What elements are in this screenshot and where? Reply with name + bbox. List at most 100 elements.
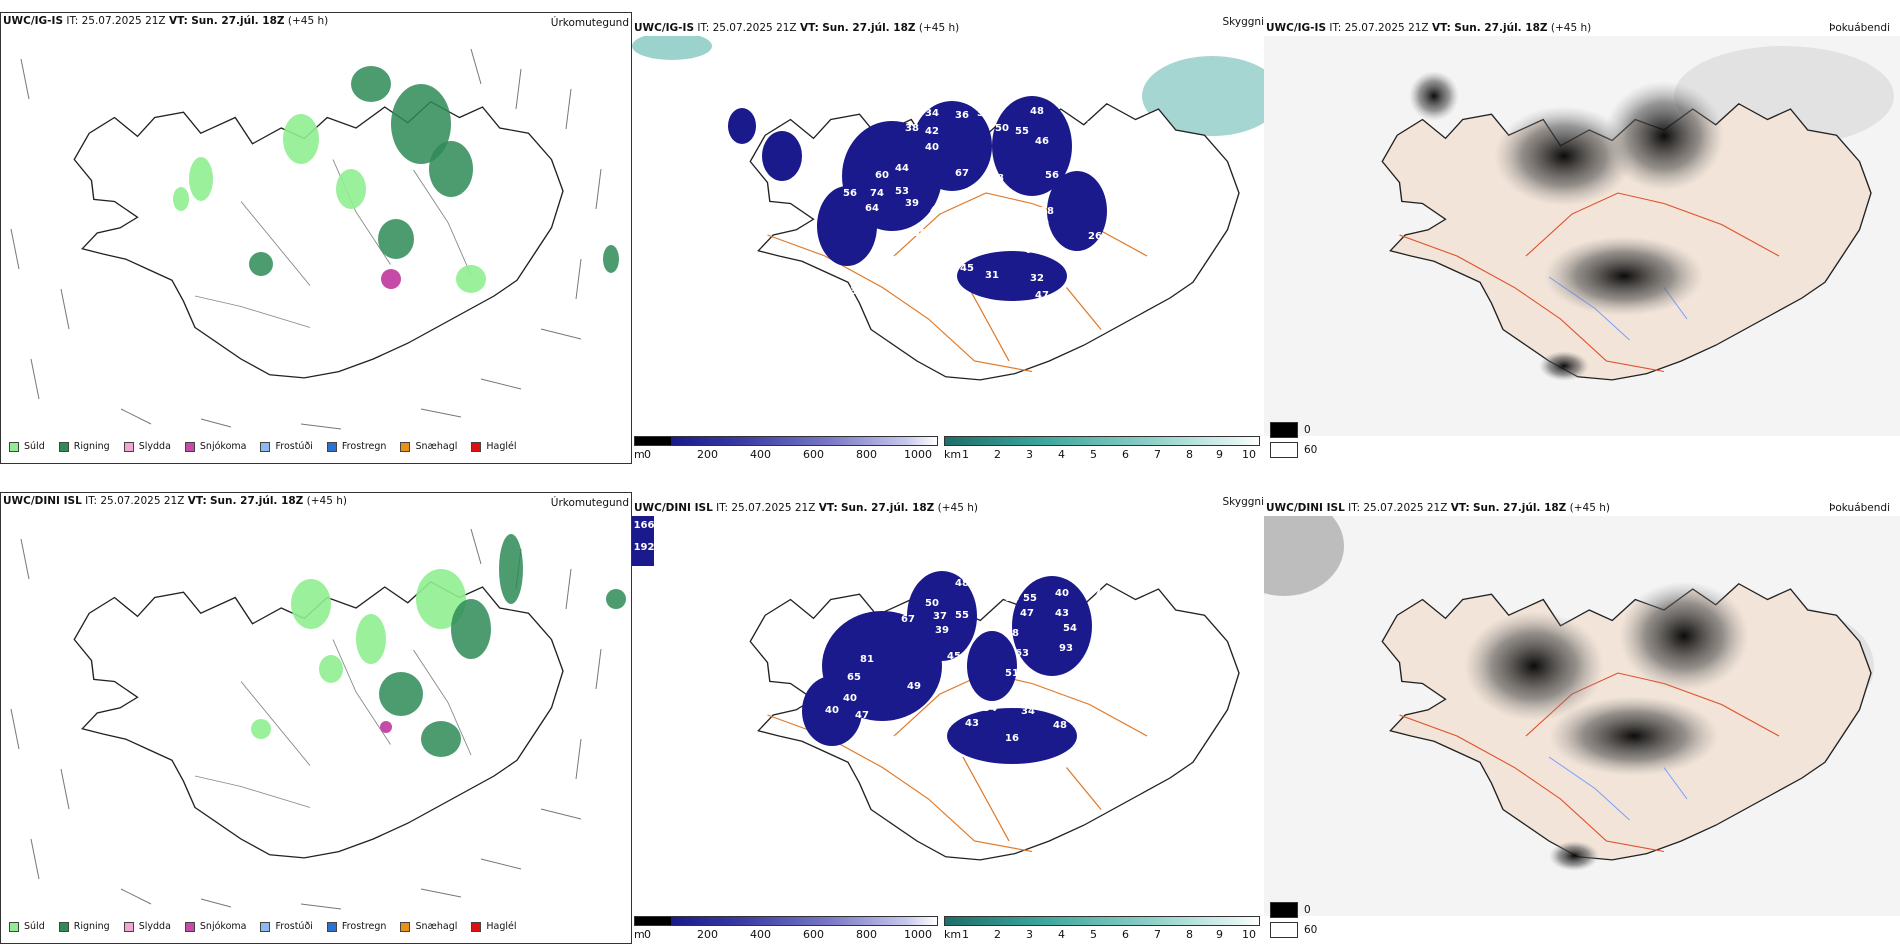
cloud-base-label-positions: 166 192 50 48 45 55 54 37 39 55 47 40 77… (634, 520, 1101, 744)
visibility-tick: 10 (1242, 928, 1256, 941)
legend-hail: Haglél (471, 441, 517, 452)
cloud-base-label: 49 (922, 273, 936, 284)
cloud-base-label: 70 (1035, 218, 1049, 229)
legend-freezing-drizzle: Frostúði (260, 921, 313, 932)
cloud-base-label: 43 (965, 718, 979, 729)
legend-freezing-drizzle: Frostúði (260, 441, 313, 452)
visibility-tick: 9 (1216, 448, 1223, 461)
cloud-base-unit: m (634, 928, 645, 941)
legend-snow: Snjókoma (184, 921, 246, 932)
cloud-base-label: 51 (990, 223, 1004, 234)
visibility-tick: 6 (1122, 928, 1129, 941)
cloud-base-label: 42 (925, 126, 939, 137)
visibility-tick: 7 (1154, 448, 1161, 461)
panel-header: UWC/DINI ISL IT: 25.07.2025 21Z VT: Sun.… (3, 495, 348, 507)
cloud-base-label: 47 (1020, 608, 1034, 619)
cloud-base-label: 40 (1075, 153, 1089, 164)
precip-panel-row2: UWC/DINI ISL IT: 25.07.2025 21Z VT: Sun.… (0, 492, 632, 944)
cloud-base-label: 50 (925, 256, 939, 267)
cloud-base-label: 74 (870, 188, 884, 199)
visibility-tick: 10 (1242, 448, 1256, 461)
cloud-base-label: 39 (935, 625, 949, 636)
cloud-base-label: 63 (947, 223, 961, 234)
visibility-tick: 6 (1122, 448, 1129, 461)
visibility-panel-row2: UWC/DINI ISL IT: 25.07.2025 21Z VT: Sun.… (632, 492, 1264, 944)
precip-map (10, 528, 626, 910)
fog-map (1264, 516, 1900, 916)
visibility-tick: 3 (1026, 448, 1033, 461)
cloud-base-tick: 200 (697, 448, 718, 461)
cloud-base-colorbar (634, 436, 938, 446)
cloud-base-tick: 1000 (904, 448, 932, 461)
precip-blobs (251, 534, 626, 757)
cloud-base-label: 04 (907, 262, 921, 273)
cloud-base-label: 48 (955, 578, 969, 589)
cloud-base-tick: 200 (697, 928, 718, 941)
panel-header: UWC/IG-IS IT: 25.07.2025 21Z VT: Sun. 27… (3, 15, 329, 27)
cloud-base-label: 43 (1055, 608, 1069, 619)
fog-legend-max-swatch (1270, 422, 1298, 438)
cloud-base-label: 39 (905, 198, 919, 209)
legend-sleet: Slydda (123, 921, 171, 932)
panel-title: Skyggni (1222, 496, 1265, 508)
cloud-base-tick: 600 (803, 448, 824, 461)
visibility-tick: 8 (1186, 928, 1193, 941)
cloud-base-label: 50 (925, 598, 939, 609)
cloud-base-label: 34 (895, 256, 909, 267)
cloud-base-label: 44 (895, 163, 909, 174)
cloud-base-label: 40 (825, 705, 839, 716)
panel-title: Þokuábendi (1829, 502, 1890, 514)
fog-legend-max-swatch (1270, 902, 1298, 918)
panel-title: Úrkomutegund (550, 497, 629, 509)
cloud-base-label: 54 (1063, 623, 1077, 634)
cloud-base-label: 67 (901, 614, 915, 625)
legend-freezing-rain: Frostregn (326, 921, 386, 932)
cloud-base-label: 32 (1030, 273, 1044, 284)
visibility-colorbar (944, 436, 1260, 446)
visibility-map: 166 192 50 48 45 55 54 37 39 55 47 40 77… (632, 516, 1240, 861)
cloud-base-label: 41 (1083, 276, 1097, 287)
cloud-base-label: 41 (955, 700, 969, 711)
legend-freezing-rain: Frostregn (326, 441, 386, 452)
legend-rain: Rigning (58, 441, 110, 452)
legend-sleet: Slydda (123, 441, 171, 452)
cloud-base-label: 192 (634, 542, 655, 553)
cloud-base-label: 55 (805, 188, 819, 199)
panel-header: UWC/IG-IS IT: 25.07.2025 21Z VT: Sun. 27… (634, 22, 960, 34)
cloud-base-label: 41 (1075, 704, 1089, 715)
cloud-base-label: 47 (855, 710, 869, 721)
visibility-tick: 5 (1090, 448, 1097, 461)
cloud-base-label: 56 (1045, 170, 1059, 181)
precip-blobs (173, 66, 619, 293)
cloud-base-tick: 600 (803, 928, 824, 941)
cloud-base-label: 78 (1040, 206, 1054, 217)
wind-barbs (10, 48, 602, 430)
cloud-base-label: 48 (1053, 720, 1067, 731)
visibility-panel-row1: UWC/IG-IS IT: 25.07.2025 21Z VT: Sun. 27… (632, 12, 1264, 464)
panel-title: Úrkomutegund (550, 17, 629, 29)
cloud-base-label: 56 (843, 188, 857, 199)
visibility-tick: 7 (1154, 928, 1161, 941)
cloud-base-label: 40 (1055, 588, 1069, 599)
precip-panel-row1: UWC/IG-IS IT: 25.07.2025 21Z VT: Sun. 27… (0, 12, 632, 464)
cloud-base-label: 53 (895, 186, 909, 197)
cloud-base-label: 67 (955, 168, 969, 179)
cloud-base-label-positions: 34 36 38 42 40 48 50 55 46 40 71 58 56 7… (805, 106, 1124, 301)
cloud-base-label: 50 (995, 123, 1009, 134)
cloud-base-label: 58 (990, 173, 1004, 184)
cloud-base-label: 53 (843, 286, 857, 297)
visibility-tick: 2 (994, 928, 1001, 941)
fog-panel-row1: UWC/IG-IS IT: 25.07.2025 21Z VT: Sun. 27… (1264, 12, 1900, 464)
cloud-base-label: 38 (905, 123, 919, 134)
cloud-base-blobs (728, 96, 1107, 301)
cloud-base-label: 65 (847, 672, 861, 683)
cloud-base-label: 46 (1035, 136, 1049, 147)
legend-snow-pellets: Snæhagl (400, 441, 457, 452)
cloud-base-label: 40 (843, 693, 857, 704)
cloud-base-label: 34 (925, 108, 939, 119)
visibility-colorbar (944, 916, 1260, 926)
cloud-base-tick: 800 (856, 928, 877, 941)
legend-drizzle: Súld (9, 921, 45, 932)
fog-legend-min-label: 60 (1304, 444, 1318, 456)
cloud-base-label: 60 (875, 170, 889, 181)
